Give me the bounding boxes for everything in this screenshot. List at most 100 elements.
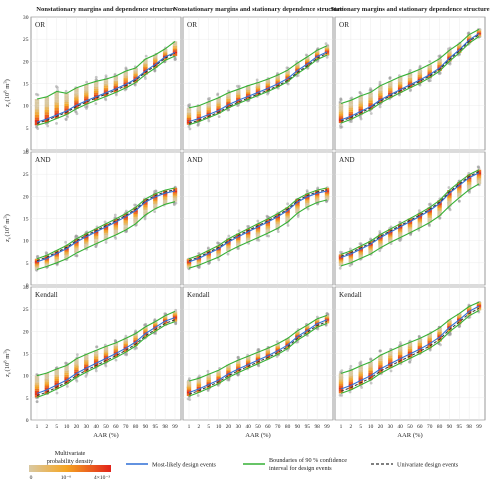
density-segment bbox=[196, 110, 202, 113]
legend-density-colorbar bbox=[29, 465, 111, 472]
density-segment bbox=[186, 387, 192, 389]
scatter-point bbox=[458, 199, 461, 203]
density-segment bbox=[123, 74, 128, 77]
density-segment bbox=[447, 199, 452, 202]
column-title-2: Nonstationary margins and stationary dep… bbox=[173, 6, 343, 13]
density-segment bbox=[358, 97, 363, 100]
density-segment bbox=[103, 89, 109, 92]
density-segment bbox=[216, 376, 221, 379]
density-segment bbox=[74, 87, 79, 91]
density-segment bbox=[368, 367, 373, 370]
density-segment bbox=[103, 233, 109, 235]
scatter-point bbox=[378, 105, 382, 109]
density-segment bbox=[255, 355, 261, 357]
density-segment bbox=[84, 92, 89, 95]
density-segment bbox=[153, 324, 158, 326]
density-segment bbox=[437, 63, 442, 65]
density-segment bbox=[172, 41, 178, 43]
density-segment bbox=[427, 210, 432, 212]
density-segment bbox=[368, 365, 373, 368]
scatter-point bbox=[286, 202, 290, 206]
y-tick-label: 30 bbox=[23, 285, 29, 291]
scatter-point bbox=[216, 383, 220, 387]
density-segment bbox=[133, 342, 138, 344]
scatter-point bbox=[237, 229, 241, 233]
density-segment bbox=[44, 381, 50, 384]
density-segment bbox=[123, 338, 128, 340]
density-segment bbox=[324, 320, 330, 321]
density-segment bbox=[324, 316, 330, 317]
panel-and-3: AND bbox=[334, 151, 486, 286]
density-segment bbox=[437, 334, 442, 337]
density-segment bbox=[388, 92, 393, 95]
density-segment bbox=[84, 102, 89, 105]
density-segment bbox=[338, 377, 344, 380]
density-segment bbox=[305, 202, 310, 205]
density-segment bbox=[388, 359, 393, 362]
density-segment bbox=[338, 109, 344, 112]
x-axis-title-col-3: AAR (%) bbox=[397, 432, 422, 439]
density-segment bbox=[466, 307, 472, 309]
density-segment bbox=[143, 208, 148, 211]
density-segment bbox=[255, 86, 261, 88]
density-segment bbox=[417, 220, 423, 222]
density-segment bbox=[417, 80, 423, 82]
density-segment bbox=[314, 54, 320, 56]
density-segment bbox=[196, 391, 202, 393]
density-segment bbox=[64, 378, 69, 381]
density-segment bbox=[196, 113, 202, 116]
scatter-point bbox=[449, 332, 452, 336]
density-segment bbox=[457, 182, 462, 184]
density-segment bbox=[437, 64, 442, 67]
density-segment bbox=[216, 370, 221, 372]
scatter-point bbox=[65, 114, 69, 118]
density-segment bbox=[113, 80, 119, 83]
density-segment bbox=[397, 236, 403, 238]
density-segment bbox=[113, 75, 119, 78]
density-segment bbox=[74, 360, 79, 363]
density-segment bbox=[113, 223, 119, 226]
density-segment bbox=[236, 97, 241, 100]
density-segment bbox=[324, 317, 330, 319]
density-segment bbox=[84, 242, 89, 244]
scatter-point bbox=[339, 98, 343, 102]
scatter-point bbox=[75, 379, 79, 383]
scatter-point bbox=[217, 115, 221, 119]
x-tick-label: 10 bbox=[216, 424, 222, 430]
x-tick-label: 5 bbox=[207, 424, 210, 430]
density-segment bbox=[397, 354, 403, 357]
density-segment bbox=[84, 356, 89, 358]
density-segment bbox=[113, 82, 119, 85]
scatter-point bbox=[369, 381, 373, 385]
density-segment bbox=[314, 197, 320, 199]
density-segment bbox=[84, 239, 89, 241]
density-segment bbox=[245, 87, 251, 89]
density-segment bbox=[245, 234, 251, 236]
panel-or-1: OR 0 5 10 15 20 25 30 bbox=[23, 15, 182, 154]
density-segment bbox=[226, 92, 231, 95]
scatter-point bbox=[266, 215, 270, 219]
density-segment bbox=[54, 375, 59, 377]
density-segment bbox=[255, 90, 261, 92]
density-segment bbox=[348, 113, 354, 116]
density-segment bbox=[427, 339, 432, 341]
density-segment bbox=[113, 79, 119, 81]
scatter-point bbox=[55, 391, 59, 395]
density-segment bbox=[397, 229, 403, 231]
density-segment bbox=[427, 68, 432, 70]
density-segment bbox=[206, 109, 211, 112]
density-segment bbox=[123, 346, 128, 349]
density-segment bbox=[186, 114, 192, 117]
density-segment bbox=[305, 326, 310, 327]
density-segment bbox=[437, 66, 442, 68]
density-segment bbox=[378, 245, 383, 247]
density-segment bbox=[133, 212, 138, 214]
density-segment bbox=[226, 95, 231, 98]
density-segment bbox=[123, 77, 128, 80]
density-segment bbox=[378, 96, 383, 98]
density-segment bbox=[216, 378, 221, 380]
x-axis-title-col-2: AAR (%) bbox=[245, 432, 270, 439]
legend-univariate-label: Univariate design events bbox=[397, 462, 459, 469]
density-segment bbox=[64, 249, 69, 251]
density-segment bbox=[123, 82, 128, 85]
